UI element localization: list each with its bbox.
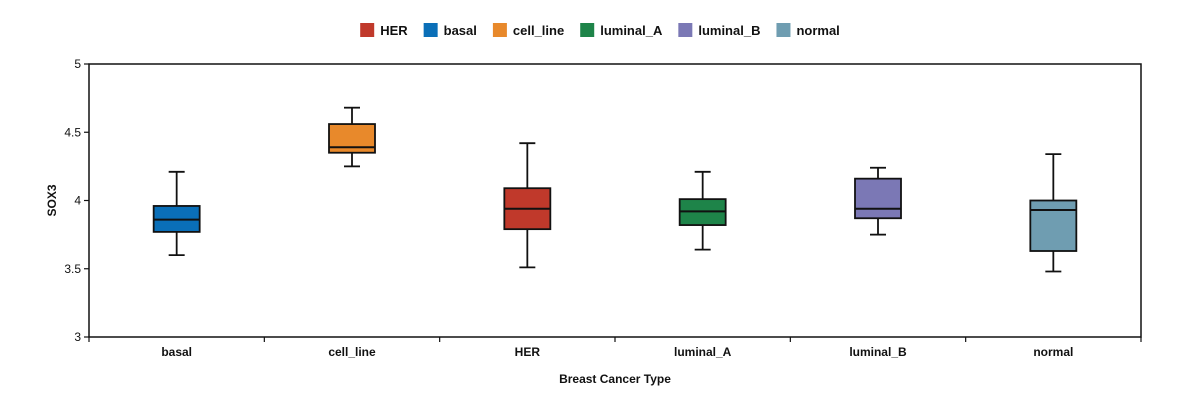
box-her [503, 142, 552, 269]
x-category-label: basal [161, 345, 192, 359]
y-axis-title: SOX3 [45, 184, 59, 216]
legend: HER basal cell_line luminal_A luminal_B norma… [360, 23, 840, 38]
legend-swatch [580, 23, 595, 37]
legend-item-her: HER [360, 23, 408, 38]
y-tick-label: 5 [74, 57, 81, 71]
legend-item-luminal-b: luminal_B [678, 23, 760, 38]
x-category-label: normal [1033, 345, 1073, 359]
y-tick-label: 3 [74, 330, 81, 344]
x-axis-title: Breast Cancer Type [559, 372, 671, 386]
legend-label: basal [444, 23, 477, 38]
interquartile-box [1029, 199, 1078, 252]
legend-swatch [360, 23, 375, 37]
y-tick-label: 3.5 [64, 262, 81, 276]
legend-swatch [776, 23, 791, 37]
x-category-label: HER [515, 345, 541, 359]
y-axis: 3 3.5 4 4.5 5 [64, 57, 89, 344]
legend-swatch [492, 23, 507, 37]
x-category-label: cell_line [328, 345, 376, 359]
legend-item-luminal-a: luminal_A [580, 23, 663, 38]
box-luminal-a [678, 170, 727, 251]
x-category-label: luminal_B [849, 345, 907, 359]
y-tick-label: 4 [74, 194, 81, 208]
x-category-label: luminal_A [674, 345, 732, 359]
legend-label: cell_line [513, 23, 564, 38]
legend-label: normal [796, 23, 839, 38]
box-luminal-b [854, 166, 902, 236]
box-cell-line [328, 106, 376, 168]
y-tick-label: 4.5 [64, 125, 81, 139]
plot-area-frame [88, 63, 1142, 338]
legend-item-normal: normal [776, 23, 840, 38]
interquartile-box [854, 177, 902, 220]
legend-item-cell-line: cell_line [492, 23, 564, 38]
legend-item-basal: basal [423, 23, 477, 38]
interquartile-box [328, 123, 376, 154]
boxes [152, 106, 1078, 273]
legend-swatch [423, 23, 438, 37]
legend-swatch [678, 23, 693, 37]
legend-label: luminal_A [600, 23, 663, 38]
legend-label: HER [380, 23, 408, 38]
box-basal [152, 170, 201, 257]
legend-label: luminal_B [698, 23, 760, 38]
box-normal [1029, 153, 1078, 273]
x-axis: basal cell_line HER luminal_A luminal_B norma… [88, 337, 1142, 359]
